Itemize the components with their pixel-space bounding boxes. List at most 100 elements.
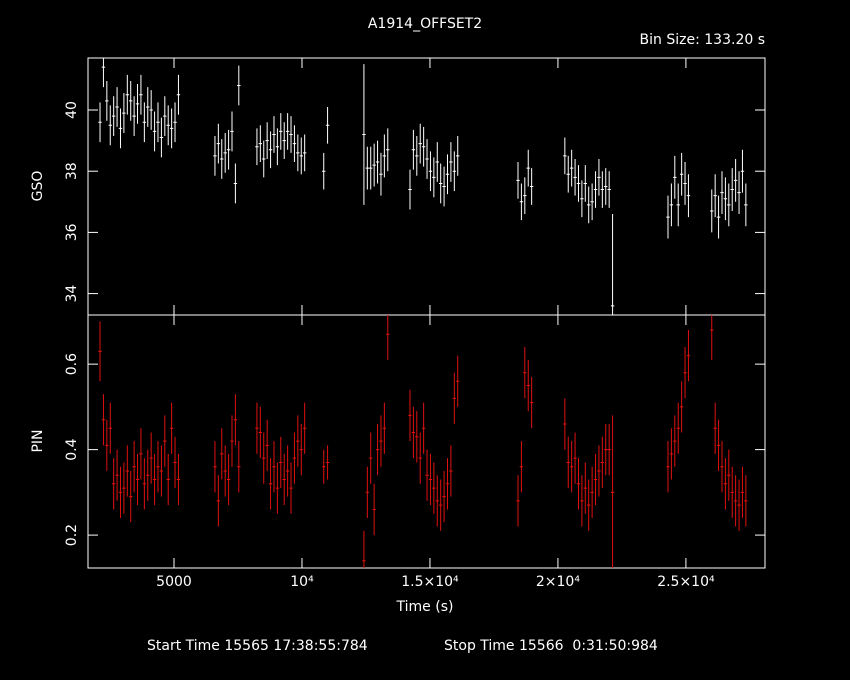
error-bar [213, 136, 217, 176]
error-bar [563, 398, 567, 450]
error-bar [163, 415, 167, 467]
stop-time: Stop Time 15566 0:31:50:984 [444, 638, 658, 654]
error-bar [676, 402, 680, 454]
error-bar [686, 174, 691, 218]
error-bar [156, 102, 160, 143]
error-bar [379, 152, 383, 196]
error-bar [365, 466, 370, 518]
error-bar [432, 157, 436, 198]
error-bar [289, 462, 293, 514]
error-bar [122, 462, 126, 514]
error-bar [445, 458, 450, 510]
error-bar [673, 155, 677, 199]
error-bar [563, 137, 567, 175]
error-bar [268, 131, 273, 169]
error-bar [262, 140, 266, 178]
y-tick-label: 40 [64, 101, 80, 119]
error-bar [593, 453, 598, 506]
error-bar [132, 441, 136, 493]
error-bar [152, 453, 157, 506]
bin-size: Bin Size: 133.20 s [640, 32, 765, 48]
error-bar [421, 402, 426, 454]
error-bar [576, 165, 581, 202]
panel-frame [87, 314, 766, 569]
error-bar [438, 479, 443, 531]
error-bar [580, 475, 584, 527]
error-bar [369, 432, 373, 484]
error-bar [226, 453, 231, 506]
error-bar [607, 171, 611, 208]
error-bar [720, 441, 724, 493]
error-bar [230, 111, 234, 152]
error-bar [262, 432, 266, 484]
error-bar [523, 347, 527, 399]
error-bar [302, 134, 307, 172]
error-bar [526, 149, 530, 187]
error-bar [597, 158, 601, 196]
error-bar [519, 183, 524, 221]
error-bar [375, 140, 380, 184]
error-bar [576, 458, 581, 510]
error-bar [586, 479, 591, 531]
error-bar [372, 483, 376, 536]
error-bar [586, 186, 591, 224]
error-bar [418, 123, 422, 164]
x-tick-label: 2.5×10⁴ [657, 574, 715, 590]
error-bar [516, 162, 520, 199]
error-bar [573, 432, 577, 484]
x-tick-label: 10⁴ [290, 574, 314, 590]
error-bar [279, 113, 283, 150]
error-bar [146, 87, 150, 127]
error-bar [382, 134, 387, 178]
error-bar [220, 428, 224, 480]
error-bar [285, 113, 290, 150]
error-bar [105, 80, 109, 121]
error-bar [744, 475, 748, 527]
error-bar [111, 458, 116, 510]
error-bar [438, 163, 443, 204]
error-bar [583, 462, 587, 514]
error-bar [169, 108, 174, 149]
error-bar [115, 87, 119, 127]
error-bar [720, 171, 724, 215]
error-bar [156, 441, 160, 493]
error-bar [435, 142, 439, 182]
error-bar [679, 152, 684, 196]
error-bar [669, 428, 674, 480]
error-bar [299, 137, 303, 175]
x-axis-label: Time (s) [396, 599, 454, 615]
error-bar [710, 315, 714, 360]
error-bar [223, 132, 227, 173]
error-bar [716, 195, 721, 239]
error-bar [569, 149, 574, 187]
error-bar [733, 158, 738, 202]
error-bar [118, 108, 123, 149]
error-bar [289, 116, 293, 153]
error-bar [176, 74, 181, 115]
error-bar [268, 458, 273, 510]
error-bar [325, 106, 330, 144]
error-bar [727, 183, 731, 227]
error-bar [159, 445, 164, 497]
error-bar [727, 449, 731, 501]
error-bar [166, 105, 170, 146]
error-bar [529, 168, 534, 205]
error-bar [258, 125, 263, 163]
error-bar [597, 445, 601, 497]
error-bar [415, 411, 419, 463]
error-bar [607, 423, 611, 476]
error-bar [152, 111, 157, 152]
x-tick-label: 1.5×10⁴ [401, 574, 459, 590]
error-bar [118, 466, 123, 518]
error-bar [566, 436, 570, 489]
start-time: Start Time 15565 17:38:55:784 [147, 638, 368, 654]
error-bar [408, 389, 412, 442]
error-bar [275, 462, 280, 514]
error-bar [272, 116, 276, 153]
error-bar [272, 441, 276, 493]
error-bar [421, 126, 426, 167]
error-bar [610, 415, 615, 568]
error-bar [292, 125, 297, 163]
error-bar [142, 458, 147, 510]
x-tick-label: 5000 [156, 574, 192, 590]
